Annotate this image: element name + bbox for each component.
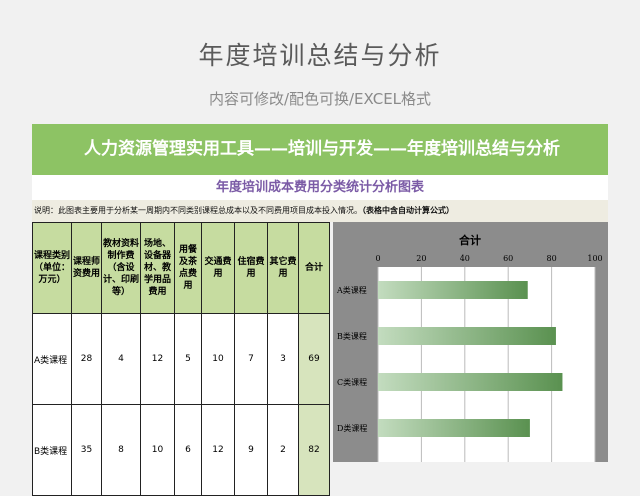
chart-title: 合计 — [459, 233, 481, 247]
table-cell[interactable]: 12 — [201, 404, 235, 496]
x-tick-label: 40 — [460, 254, 470, 263]
table-cell[interactable]: 6 — [174, 404, 202, 496]
page-subtitle: 内容可修改/配色可换/EXCEL格式 — [208, 90, 432, 108]
column-header: 住宿费用 — [234, 222, 268, 314]
description: 说明：此图表主要用于分析某一周期内不同类别课程总成本以及不同费用项目成本投入情况… — [32, 200, 608, 222]
bar — [378, 419, 530, 437]
table-cell[interactable]: 12 — [140, 313, 175, 405]
y-tick-label: A类课程 — [336, 285, 367, 295]
row-total[interactable]: 69 — [298, 313, 330, 405]
column-header: 合计 — [298, 222, 330, 314]
bar — [378, 327, 556, 345]
y-tick-label: B类课程 — [337, 331, 367, 341]
table-cell[interactable]: 9 — [234, 404, 268, 496]
row-category[interactable]: B类课程 — [32, 404, 72, 496]
y-tick-label: C类课程 — [337, 377, 367, 387]
page-title: 年度培训总结与分析 — [198, 41, 442, 70]
table-cell[interactable]: 35 — [71, 404, 102, 496]
column-header: 教材资料制作费（含设计、印刷等） — [101, 222, 141, 314]
column-header: 用餐及茶点费用 — [174, 222, 202, 314]
table-cell[interactable]: 3 — [267, 313, 299, 405]
column-header: 课程师资费用 — [71, 222, 102, 314]
x-tick-label: 100 — [587, 254, 602, 263]
table-cell[interactable]: 10 — [201, 313, 235, 405]
description-text: 说明：此图表主要用于分析某一周期内不同类别课程总成本以及不同费用项目成本投入情况… — [34, 206, 362, 215]
sheet-title: 年度培训成本费用分类统计分析图表 — [32, 175, 608, 200]
table-row: B类课程 35 8 10 6 12 9 2 82 — [32, 404, 330, 496]
table-cell[interactable]: 5 — [174, 313, 202, 405]
banner: 人力资源管理实用工具——培训与开发——年度培训总结与分析 — [32, 124, 608, 175]
x-tick-label: 0 — [375, 254, 380, 263]
table-row: A类课程 28 4 12 5 10 7 3 69 — [32, 313, 330, 405]
table-cell[interactable]: 8 — [101, 404, 141, 496]
table-cell[interactable]: 4 — [101, 313, 141, 405]
bar — [378, 373, 563, 391]
x-tick-label: 80 — [547, 254, 557, 263]
table-cell[interactable]: 7 — [234, 313, 268, 405]
bar — [378, 281, 528, 299]
column-header: 其它费用 — [267, 222, 299, 314]
table-cell[interactable]: 28 — [71, 313, 102, 405]
x-tick-label: 60 — [503, 254, 513, 263]
table-cell[interactable]: 10 — [140, 404, 175, 496]
header-row: 课程类别（单位：万元） 课程师资费用 教材资料制作费（含设计、印刷等） 场地、设备器材… — [32, 222, 330, 314]
x-tick-label: 20 — [416, 254, 426, 263]
column-header: 场地、设备器材、教学用品费用 — [140, 222, 175, 314]
cost-table: 课程类别（单位：万元） 课程师资费用 教材资料制作费（含设计、印刷等） 场地、设备器材… — [32, 222, 330, 496]
row-category[interactable]: A类课程 — [32, 313, 72, 405]
column-header: 交通费用 — [201, 222, 235, 314]
description-note: （表格中含自动计算公式） — [362, 206, 454, 215]
y-tick-label: D类课程 — [337, 423, 367, 433]
row-total[interactable]: 82 — [298, 404, 330, 496]
total-chart: 合计 0 20 40 60 80 100 A类课程 B类课程 C类课程 D类课程 — [333, 222, 608, 462]
table-cell[interactable]: 2 — [267, 404, 299, 496]
column-header: 课程类别（单位：万元） — [32, 222, 72, 314]
